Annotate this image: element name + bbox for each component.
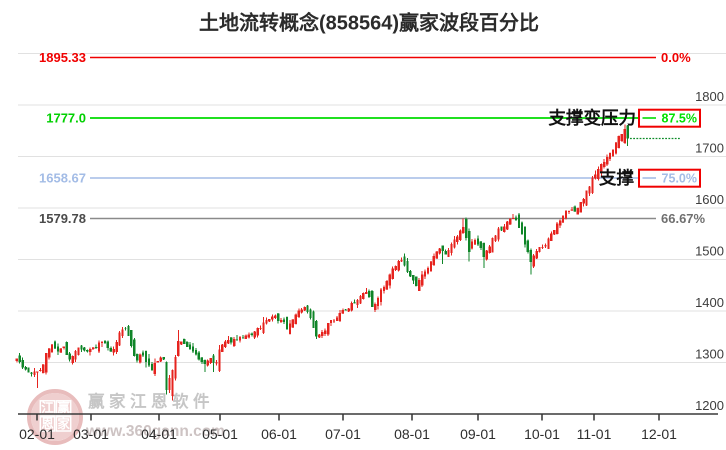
svg-text:1400: 1400 [695,295,724,310]
svg-text:1895.33: 1895.33 [39,50,86,65]
svg-text:03-01: 03-01 [73,426,109,442]
svg-text:09-01: 09-01 [460,426,496,442]
svg-text:07-01: 07-01 [325,426,361,442]
svg-text:赢家江恩软件: 赢家江恩软件 [88,391,214,411]
svg-text:恩: 恩 [41,416,54,431]
svg-text:02-01: 02-01 [19,426,55,442]
svg-text:1658.67: 1658.67 [39,170,86,185]
svg-text:08-01: 08-01 [394,426,430,442]
svg-text:66.67%: 66.67% [661,211,706,226]
svg-text:支撑变压力: 支撑变压力 [548,108,637,128]
svg-text:1600: 1600 [695,192,724,207]
svg-text:1700: 1700 [695,141,724,156]
svg-text:11-01: 11-01 [577,426,612,442]
svg-text:12-01: 12-01 [641,426,677,442]
svg-text:1300: 1300 [695,347,724,362]
svg-text:赢: 赢 [57,400,70,415]
svg-text:江: 江 [41,400,54,415]
svg-text:0.0%: 0.0% [661,50,691,65]
svg-text:www.360gann.com: www.360gann.com [85,423,225,440]
svg-text:04-01: 04-01 [141,426,177,442]
svg-text:1800: 1800 [695,89,724,104]
svg-text:土地流转概念(858564)赢家波段百分比: 土地流转概念(858564)赢家波段百分比 [199,11,539,35]
svg-text:05-01: 05-01 [202,426,238,442]
svg-text:1500: 1500 [695,244,724,259]
svg-text:87.5%: 87.5% [662,112,697,126]
svg-text:75.0%: 75.0% [662,172,697,186]
svg-text:支撑: 支撑 [598,168,634,188]
svg-text:1579.78: 1579.78 [39,211,86,226]
svg-text:1200: 1200 [695,398,724,413]
svg-text:10-01: 10-01 [524,426,560,442]
svg-text:1777.0: 1777.0 [46,110,86,125]
svg-text:06-01: 06-01 [261,426,297,442]
svg-text:家: 家 [57,416,70,431]
